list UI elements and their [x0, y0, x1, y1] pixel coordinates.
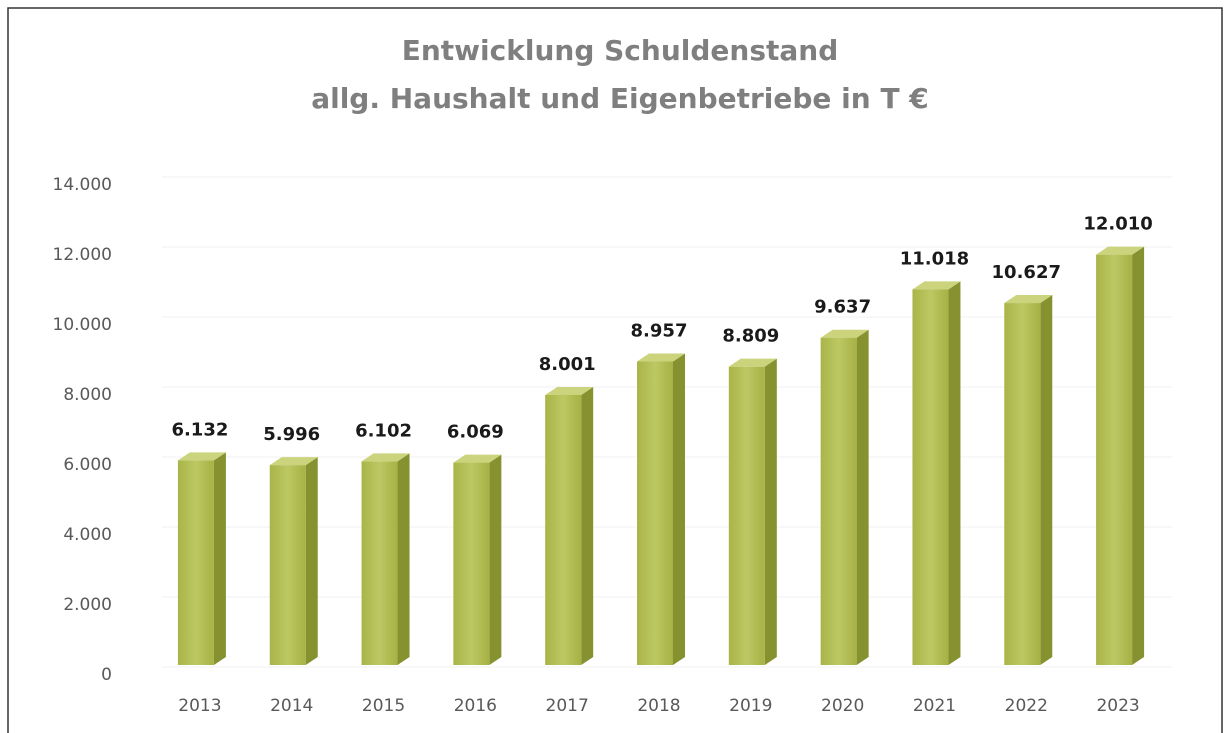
bar-top: [728, 358, 777, 367]
x-tick-label: 2014: [270, 696, 313, 716]
bar-side: [1132, 246, 1145, 665]
value-label: 9.637: [814, 297, 871, 318]
bar-top: [1096, 246, 1145, 255]
x-tick-label: 2020: [821, 696, 864, 716]
value-label: 12.010: [1083, 214, 1152, 235]
x-tick-label: 2021: [913, 696, 956, 716]
bar: [177, 460, 214, 665]
bar-top: [820, 329, 869, 338]
bar-top: [453, 454, 502, 463]
y-tick-label: 0: [101, 665, 112, 685]
value-label: 8.957: [631, 321, 688, 342]
y-tick-label: 4.000: [63, 525, 112, 545]
value-label: 5.996: [263, 424, 320, 445]
x-tick-label: 2022: [1005, 696, 1048, 716]
bar: [912, 289, 949, 665]
y-tick-label: 14.000: [53, 175, 112, 195]
y-tick-label: 12.000: [53, 245, 112, 265]
value-label: 6.132: [171, 419, 228, 440]
bar: [545, 394, 582, 665]
bar-top: [361, 453, 410, 462]
x-tick-label: 2018: [637, 696, 680, 716]
bar: [728, 366, 765, 665]
x-tick-label: 2023: [1096, 696, 1139, 716]
bar: [637, 361, 673, 665]
bar-side: [397, 453, 410, 665]
bar-side: [1040, 295, 1053, 665]
bar: [1096, 254, 1133, 665]
bar-side: [489, 454, 502, 665]
value-label: 8.809: [722, 326, 779, 347]
bar-top: [177, 452, 226, 461]
bar-top: [637, 353, 685, 362]
bar: [453, 462, 490, 665]
y-tick-label: 6.000: [63, 455, 112, 475]
bar-side: [764, 358, 777, 665]
value-label: 8.001: [539, 354, 596, 375]
y-tick-label: 2.000: [63, 595, 112, 615]
bar: [820, 337, 857, 665]
x-tick-label: 2013: [178, 696, 221, 716]
bar-side: [213, 452, 226, 665]
bar: [361, 461, 398, 665]
bar: [1004, 303, 1041, 665]
bar-side: [305, 457, 318, 665]
y-tick-label: 8.000: [63, 385, 112, 405]
chart-subtitle: allg. Haushalt und Eigenbetriebe in T €: [311, 82, 929, 115]
value-label: 6.069: [447, 422, 504, 443]
bar-top: [1004, 295, 1053, 304]
bar-top: [545, 386, 594, 395]
x-tick-label: 2015: [362, 696, 405, 716]
frame: [7, 7, 1223, 733]
bar-side: [673, 353, 685, 665]
chart-title: Entwicklung Schuldenstand: [402, 34, 839, 67]
bar-side: [948, 281, 961, 665]
value-label: 10.627: [992, 262, 1061, 283]
bar: [269, 465, 306, 665]
x-tick-label: 2017: [546, 696, 589, 716]
x-tick-label: 2016: [454, 696, 497, 716]
value-label: 11.018: [900, 248, 969, 269]
value-label: 6.102: [355, 420, 412, 441]
bar-side: [856, 329, 869, 665]
bar-side: [581, 386, 594, 665]
x-tick-label: 2019: [729, 696, 772, 716]
bar-top: [912, 281, 961, 290]
bar-top: [269, 457, 318, 466]
y-tick-label: 10.000: [53, 315, 112, 335]
